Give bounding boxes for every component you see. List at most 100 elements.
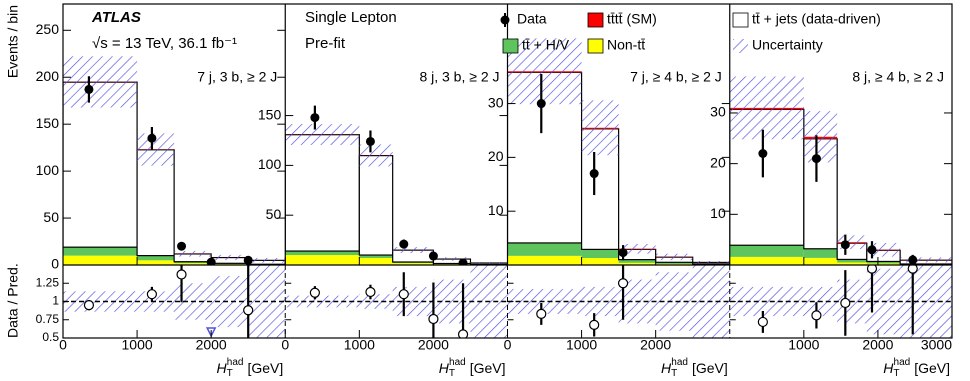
data-point <box>147 133 157 143</box>
main-panel <box>507 38 730 265</box>
legend-label: Non-tt̄ <box>607 37 645 53</box>
legend-swatch <box>587 12 604 28</box>
y-tick-label: 30 <box>710 104 726 120</box>
histogram-segment <box>285 251 360 256</box>
uncertainty-band <box>618 244 656 254</box>
x-label-unit: [GeV] <box>247 360 283 376</box>
legend-swatch <box>502 38 519 54</box>
x-label-sup: had <box>227 357 244 368</box>
histogram-segment <box>803 248 838 258</box>
x-label-symbol: H <box>217 360 228 376</box>
legend-swatch <box>733 39 748 53</box>
x-axis-label: HThad [GeV] <box>217 357 284 379</box>
histogram-segment <box>285 255 360 265</box>
histogram-segment <box>507 255 582 265</box>
x-tick-label: 3000 <box>921 337 952 353</box>
ratio-point <box>866 265 878 274</box>
y-tick-label: 0 <box>51 256 59 272</box>
ratio-panel <box>63 265 286 338</box>
uncertainty-band <box>729 76 804 140</box>
histogram-segment <box>618 259 656 263</box>
histogram-segment <box>803 257 838 265</box>
legend-label: tt̄tt̄ (SM) <box>607 11 657 27</box>
x-tick-label: 1000 <box>344 337 375 353</box>
uncertainty-band <box>285 124 360 145</box>
histogram-segment <box>837 259 867 263</box>
channel-label: Single Lepton <box>305 9 397 26</box>
uncertainty-band <box>507 38 582 105</box>
histogram-segment <box>174 263 212 265</box>
y-tick-label: 50 <box>266 206 282 222</box>
energy-label: √s = 13 TeV, 36.1 fb⁻¹ <box>92 35 237 52</box>
legend-label: tt̄ + jets (data-driven) <box>752 11 881 27</box>
data-point <box>177 241 187 251</box>
main-panel <box>729 76 952 265</box>
histogram-segment <box>63 247 138 256</box>
ratio-y-tick-label: 0.75 <box>36 312 60 326</box>
x-label-sup: had <box>671 357 688 368</box>
data-point <box>428 251 438 261</box>
uncertainty-band <box>900 257 952 263</box>
stage-label: Pre-fit <box>305 35 346 52</box>
ratio-point <box>398 289 409 300</box>
legend-swatch <box>587 38 604 54</box>
data-point <box>243 255 253 265</box>
data-point <box>84 84 94 94</box>
uncertainty-band <box>392 247 434 254</box>
ratio-y-tick-label: 0.5 <box>42 330 59 344</box>
legend-label: Data <box>517 11 547 27</box>
x-label-symbol: H <box>439 360 450 376</box>
experiment-label: ATLAS <box>91 9 141 26</box>
x-label-sub: T <box>671 368 677 379</box>
histogram-segment <box>137 255 175 261</box>
y-tick-label: 100 <box>258 156 282 172</box>
y-tick-label: 20 <box>488 148 504 164</box>
ratio-point <box>617 278 629 289</box>
data-point <box>399 239 409 249</box>
uncertainty-band <box>248 257 286 263</box>
histogram-segment <box>359 255 393 259</box>
x-axis-label: HThad [GeV] <box>883 357 950 379</box>
data-point <box>867 245 877 255</box>
data-point <box>589 169 599 179</box>
histogram-segment <box>137 260 175 265</box>
ratio-y-tick-label: 1.25 <box>36 275 60 289</box>
x-tick-label: 0 <box>281 337 289 353</box>
ratio-panel <box>507 265 730 338</box>
legend-label: tt̄ + H/V <box>522 37 570 53</box>
legend: Data tt̄tt̄ (SM) tt̄ + jets (data-driven) t… <box>500 11 881 54</box>
ratio-point <box>811 310 822 321</box>
histogram-segment <box>866 263 901 265</box>
ratio-uncertainty-band <box>285 295 360 308</box>
y-tick-label: 150 <box>36 115 60 131</box>
x-label-sub: T <box>227 368 233 379</box>
y-tick-label: 10 <box>488 202 504 218</box>
legend-label: Uncertainty <box>752 37 823 53</box>
x-label-unit: [GeV] <box>470 360 506 376</box>
x-tick-label: 0 <box>504 337 512 353</box>
x-tick-label: 1000 <box>122 337 153 353</box>
ratio-point <box>365 286 376 298</box>
x-label-sup: had <box>449 357 466 368</box>
histogram-segment <box>581 258 619 265</box>
histogram-segment <box>392 263 434 265</box>
y-tick-label: 200 <box>36 68 60 84</box>
uncertainty-band <box>803 111 838 163</box>
histogram-segment <box>866 261 901 264</box>
ratio-point <box>309 287 320 298</box>
x-label-unit: [GeV] <box>692 360 728 376</box>
uncertainty-band <box>211 254 249 261</box>
data-point <box>840 240 850 250</box>
y-tick-label: 100 <box>36 162 60 178</box>
ratio-point <box>428 313 439 325</box>
y-tick-label: 50 <box>43 209 59 225</box>
ratio-point <box>146 289 157 300</box>
histogram-segment <box>63 81 138 248</box>
ratio-point <box>83 300 95 311</box>
uncertainty-band <box>655 253 693 261</box>
panel-label: 8 j, 3 b, ≥ 2 J <box>419 69 499 85</box>
x-axis-label: HThad [GeV] <box>661 357 728 379</box>
uncertainty-band <box>692 260 730 264</box>
histogram-segment <box>63 255 138 265</box>
x-label-sub: T <box>449 368 455 379</box>
